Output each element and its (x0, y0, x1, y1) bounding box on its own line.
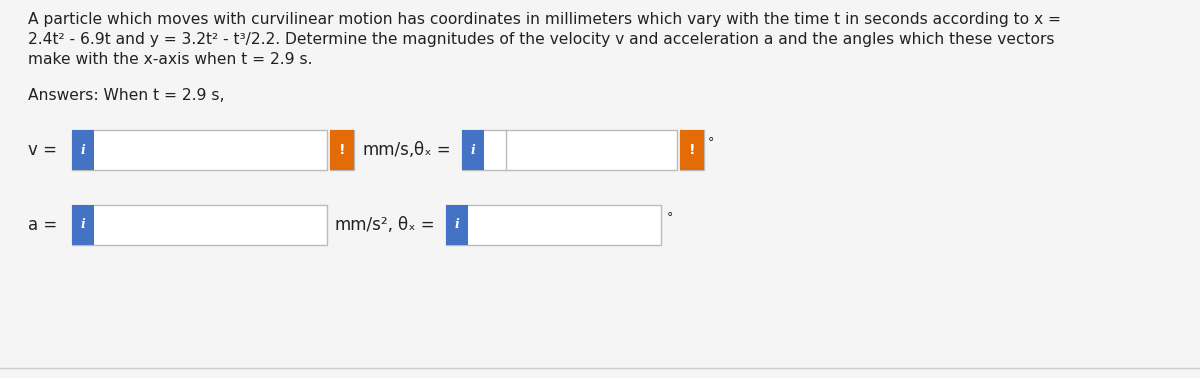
Text: i: i (80, 144, 85, 156)
Text: a =: a = (28, 216, 58, 234)
Bar (330, 130, 354, 170)
Bar (72, 205, 326, 245)
Text: mm/s,: mm/s, (362, 141, 414, 159)
Bar (72, 205, 94, 245)
Bar (680, 130, 704, 170)
Bar (330, 130, 354, 170)
Text: i: i (80, 218, 85, 231)
Bar (72, 130, 94, 170)
Text: v =: v = (28, 141, 58, 159)
Text: °: ° (667, 211, 673, 224)
Text: i: i (455, 218, 460, 231)
Text: make with the x-axis when t = 2.9 s.: make with the x-axis when t = 2.9 s. (28, 52, 312, 67)
Bar (462, 130, 677, 170)
Text: θₓ =: θₓ = (398, 216, 434, 234)
Text: θₓ =: θₓ = (414, 141, 451, 159)
Bar (72, 130, 326, 170)
Text: mm/s²,: mm/s², (335, 216, 394, 234)
Bar (446, 205, 468, 245)
Bar (462, 130, 484, 170)
Bar (446, 205, 661, 245)
Text: Answers: When t = 2.9 s,: Answers: When t = 2.9 s, (28, 88, 224, 103)
Text: A particle which moves with curvilinear motion has coordinates in millimeters wh: A particle which moves with curvilinear … (28, 12, 1061, 27)
Text: !: ! (689, 143, 695, 157)
Text: !: ! (338, 143, 346, 157)
Text: 2.4t² - 6.9t and y = 3.2t² - t³/2.2. Determine the magnitudes of the velocity v : 2.4t² - 6.9t and y = 3.2t² - t³/2.2. Det… (28, 32, 1055, 47)
Text: i: i (470, 144, 475, 156)
Bar (680, 130, 704, 170)
Text: °: ° (708, 136, 714, 149)
